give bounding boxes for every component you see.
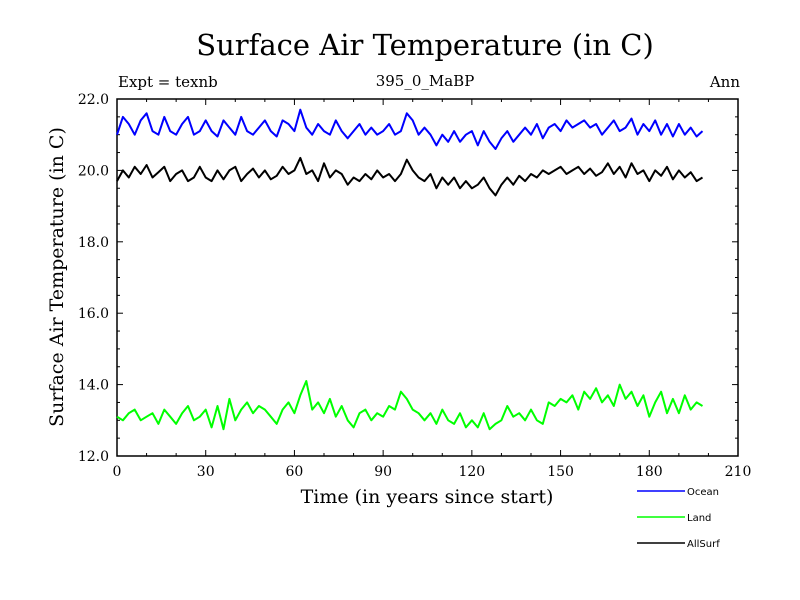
series-line-allsurf: [116, 156, 704, 197]
x-tick-label: 150: [547, 464, 574, 480]
season-label: Ann: [709, 73, 740, 91]
series-line-ocean: [116, 108, 704, 150]
y-tick-label: 22.0: [78, 92, 109, 108]
y-tick-label: 14.0: [78, 378, 109, 394]
axis-ticks: 0 30 60 90 120 150 180 210 12.0 14.0 16.0 18.0 20.0 2…: [78, 92, 752, 480]
x-tick-label: 0: [113, 464, 122, 480]
x-axis-label: Time (in years since start): [301, 486, 554, 508]
x-tick-label: 180: [636, 464, 663, 480]
y-tick-label: 18.0: [78, 235, 109, 251]
chart-subtitle: 395_0_MaBP: [375, 72, 475, 90]
legend-label-land: Land: [687, 513, 711, 524]
y-tick-label: 20.0: [78, 163, 109, 179]
y-tick-label: 16.0: [78, 306, 109, 322]
experiment-label: Expt = texnb: [118, 73, 218, 91]
chart-title: Surface Air Temperature (in C): [196, 28, 654, 62]
series-lines: [116, 108, 704, 431]
legend-label-ocean: Ocean: [687, 487, 719, 498]
y-tick-label: 12.0: [78, 449, 109, 465]
x-tick-label: 210: [725, 464, 752, 480]
x-tick-label: 120: [458, 464, 485, 480]
x-tick-label: 60: [286, 464, 304, 480]
legend: Ocean Land AllSurf: [637, 487, 720, 550]
x-tick-label: 90: [374, 464, 392, 480]
legend-label-allsurf: AllSurf: [687, 539, 720, 550]
y-axis-label: Surface Air Temperature (in C): [46, 127, 68, 427]
series-line-land: [116, 380, 704, 431]
x-tick-label: 30: [197, 464, 215, 480]
